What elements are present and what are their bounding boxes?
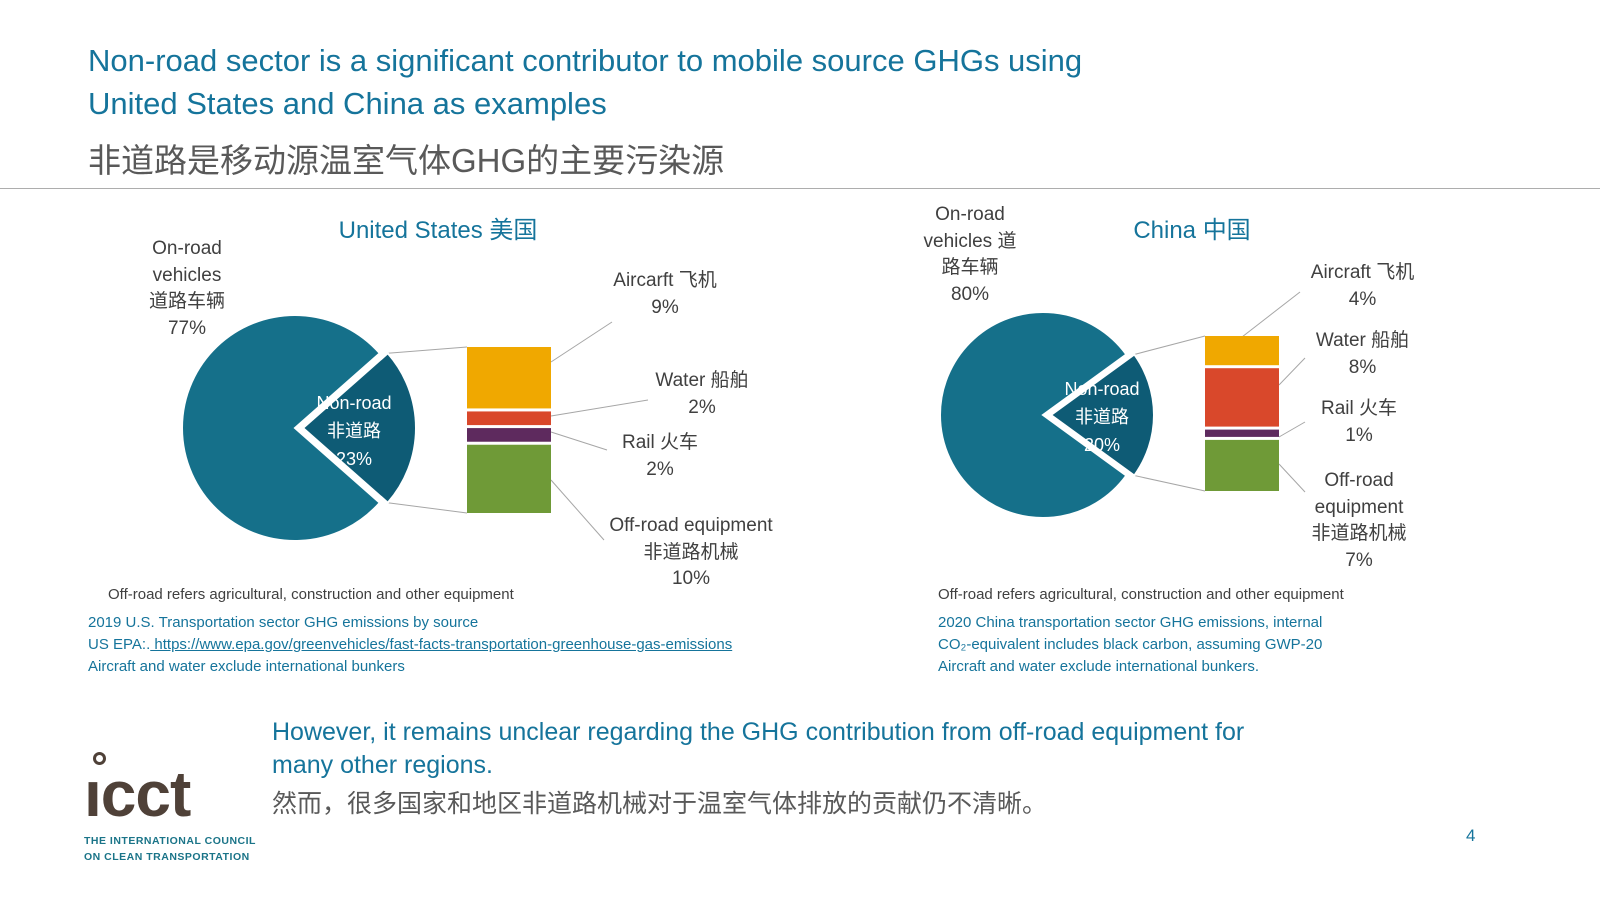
china-source-line2: CO₂-equivalent includes black carbon, as… [938, 635, 1323, 653]
us-bar-segment-0 [467, 347, 551, 409]
china-nonroad-label: Non-road 非道路 20% [1064, 379, 1140, 455]
china-offroad-label: Off-road equipment 非道路机械 7% [1311, 470, 1407, 571]
china-onroad-label: On-road vehicles 道 路车辆 80% [923, 204, 1017, 305]
china-chart-title: China 中国 [1133, 217, 1251, 244]
us-source: 2019 U.S. Transportation sector GHG emis… [88, 612, 888, 677]
us-nonroad-label: Non-road 非道路 23% [316, 393, 392, 469]
us-water-label: Water 船舶 2% [655, 370, 749, 418]
us-onroad-label: On-road vehicles 道路车辆 77% [148, 238, 225, 339]
china-bar-segment-1 [1205, 368, 1279, 427]
china-leader-line [1134, 475, 1206, 492]
us-bar-segment-3 [467, 444, 551, 513]
us-source-line1: 2019 U.S. Transportation sector GHG emis… [88, 614, 479, 631]
slide-title-english: Non-road sector is a significant contrib… [88, 43, 1083, 121]
china-aircraft-label: Aircraft 飞机 4% [1310, 262, 1415, 310]
china-rail-label: Rail 火车 1% [1320, 398, 1397, 446]
china-bar-segment-3 [1205, 439, 1279, 491]
us-bar-segment-1 [467, 411, 551, 426]
china-source-line3: Aircraft and water exclude international… [938, 657, 1260, 675]
us-chart-title: United States 美国 [338, 217, 538, 244]
china-bar-segment-2 [1205, 429, 1279, 437]
us-bar-segment-2 [467, 428, 551, 442]
us-leader-line [387, 502, 468, 514]
us-offroad-label: Off-road equipment 非道路机械 10% [609, 515, 773, 590]
china-footnote: Off-road refers agricultural, constructi… [938, 586, 1344, 603]
bottom-statement-chinese: 然而，很多国家和地区非道路机械对于温室气体排放的贡献仍不清晰。 [272, 790, 1048, 818]
slide-title-chinese: 非道路是移动源温室气体GHG的主要污染源 [88, 142, 725, 179]
icct-logo-wordmark: ıcct [84, 758, 191, 830]
china-source-line1: 2020 China transportation sector GHG emi… [938, 614, 1323, 631]
bottom-statement-english: However, it remains unclear regarding th… [272, 718, 1245, 779]
china-bar-segment-0 [1205, 336, 1279, 366]
us-source-prefix: US EPA:. [88, 635, 151, 653]
us-source-line3: Aircraft and water exclude international… [88, 657, 405, 675]
us-source-link[interactable]: https://www.epa.gov/greenvehicles/fast-f… [150, 635, 733, 653]
us-footnote: Off-road refers agricultural, constructi… [108, 586, 514, 603]
page-number: 4 [1466, 826, 1476, 845]
icct-logo: ıcct THE INTERNATIONAL COUNCIL ON CLEAN … [84, 748, 256, 866]
icct-logo-tagline: THE INTERNATIONAL COUNCIL ON CLEAN TRANS… [84, 835, 256, 863]
china-water-label: Water 船舶 8% [1315, 330, 1410, 378]
china-source: 2020 China transportation sector GHG emi… [938, 612, 1458, 677]
icct-logo-ring-icon [93, 752, 106, 765]
us-aircraft-label: Aircarft 飞机 9% [613, 270, 717, 318]
us-leader-line [387, 346, 468, 354]
china-leader-line [1134, 335, 1206, 355]
header-divider [0, 188, 1600, 189]
us-rail-label: Rail 火车 2% [621, 432, 698, 480]
us-leader-line [550, 321, 613, 363]
